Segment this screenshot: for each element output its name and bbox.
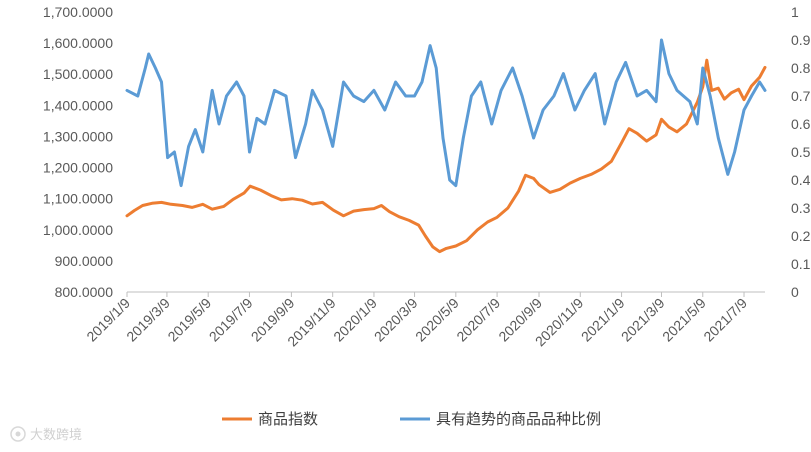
watermark-logo-icon — [10, 426, 26, 442]
left-y-tick-label: 900.0000 — [55, 253, 114, 269]
legend-label: 商品指数 — [258, 410, 318, 428]
left-y-tick-label: 800.0000 — [55, 284, 114, 300]
x-tick-label: 2019/7/9 — [206, 295, 256, 345]
left-y-tick-label: 1,100.0000 — [43, 191, 113, 207]
left-y-tick-label: 1,600.0000 — [43, 35, 113, 51]
x-tick-label: 2021/5/9 — [659, 295, 709, 345]
legend-label: 具有趋势的商品品种比例 — [436, 410, 601, 428]
right-y-tick-label: 0.1 — [791, 256, 811, 272]
x-tick-label: 2021/7/9 — [700, 295, 750, 345]
left-y-tick-label: 1,700.0000 — [43, 4, 113, 20]
x-tick-label: 2020/3/9 — [371, 295, 421, 345]
x-tick-label: 2020/7/9 — [453, 295, 503, 345]
watermark: 大数跨境 — [10, 426, 82, 443]
right-y-tick-label: 1 — [791, 4, 799, 20]
legend: 商品指数 具有趋势的商品品种比例 — [222, 410, 601, 428]
x-tick-label: 2020/1/9 — [330, 295, 380, 345]
series-layer — [125, 38, 767, 254]
x-tick-label: 2021/3/9 — [618, 295, 668, 345]
right-y-tick-label: 0.5 — [791, 144, 811, 160]
x-tick-label: 2019/5/9 — [164, 295, 214, 345]
right-y-tick-label: 0 — [791, 284, 799, 300]
series-line-commodity-index — [125, 58, 767, 254]
left-y-tick-label: 1,200.0000 — [43, 160, 113, 176]
left-y-axis: 800.0000 900.0000 1,000.0000 1,100.0000 1,20… — [43, 4, 113, 300]
right-y-tick-label: 0.6 — [791, 116, 811, 132]
x-tick-label: 2019/3/9 — [123, 295, 173, 345]
right-y-tick-label: 0.2 — [791, 228, 811, 244]
right-y-tick-label: 0.4 — [791, 172, 811, 188]
right-y-tick-label: 0.9 — [791, 32, 811, 48]
right-y-tick-label: 0.8 — [791, 60, 811, 76]
left-y-tick-label: 1,300.0000 — [43, 128, 113, 144]
series-line-trend-ratio — [125, 38, 767, 188]
left-y-tick-label: 1,400.0000 — [43, 97, 113, 113]
right-y-tick-label: 0.3 — [791, 200, 811, 216]
right-y-tick-label: 0.7 — [791, 88, 811, 104]
left-y-tick-label: 1,000.0000 — [43, 222, 113, 238]
left-y-tick-label: 1,500.0000 — [43, 66, 113, 82]
watermark-text: 大数跨境 — [30, 428, 82, 443]
x-tick-label: 2020/5/9 — [412, 295, 462, 345]
x-axis: 2019/1/92019/3/92019/5/92019/7/92019/9/9… — [83, 291, 765, 349]
right-y-axis: 0 0.1 0.2 0.3 0.4 0.5 0.6 0.7 0.8 0.9 1 — [791, 4, 811, 300]
